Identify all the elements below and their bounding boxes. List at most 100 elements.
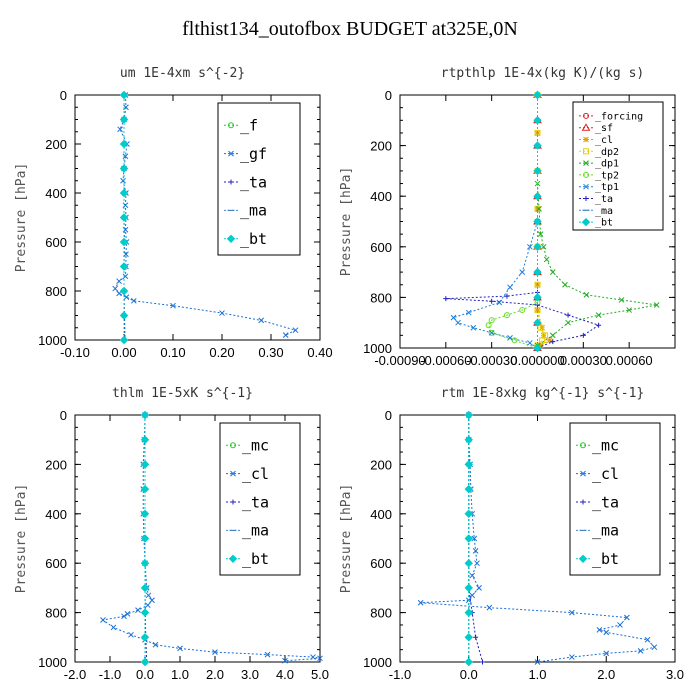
data-point bbox=[100, 617, 106, 623]
data-point bbox=[471, 535, 478, 542]
data-point bbox=[583, 183, 589, 190]
data-point bbox=[580, 442, 586, 449]
series-group bbox=[112, 90, 299, 345]
data-point bbox=[130, 297, 137, 304]
data-point bbox=[119, 115, 129, 124]
data-point bbox=[464, 509, 473, 519]
y-tick-label: 200 bbox=[370, 457, 392, 472]
x-tick-label: -2.0 bbox=[64, 667, 86, 682]
data-point bbox=[212, 649, 218, 655]
legend-label: _ta bbox=[595, 194, 613, 205]
data-point bbox=[123, 294, 130, 300]
data-point bbox=[549, 332, 556, 339]
data-point bbox=[455, 319, 461, 326]
data-point bbox=[465, 309, 472, 316]
y-axis-label: Pressure [hPa] bbox=[339, 484, 354, 594]
data-point bbox=[464, 583, 473, 593]
legend-box bbox=[572, 101, 664, 231]
data-point bbox=[537, 324, 544, 331]
data-point bbox=[578, 554, 588, 564]
legend-label: _cl bbox=[595, 135, 613, 146]
data-point bbox=[540, 243, 547, 250]
data-point bbox=[486, 604, 493, 611]
data-point bbox=[580, 470, 586, 477]
data-point bbox=[464, 558, 473, 568]
data-point bbox=[534, 307, 541, 313]
legend-label: _bt bbox=[242, 550, 269, 568]
data-point bbox=[170, 302, 176, 309]
data-point bbox=[116, 278, 122, 285]
y-axis-label: Pressure [hPa] bbox=[14, 163, 29, 273]
legend-box bbox=[219, 422, 301, 576]
data-point bbox=[230, 499, 236, 505]
data-point bbox=[596, 627, 603, 633]
data-point bbox=[480, 659, 485, 665]
data-point bbox=[228, 150, 234, 157]
panel-title: um 1E-4xm s^{-2} bbox=[120, 66, 245, 81]
data-point bbox=[443, 296, 449, 302]
data-point bbox=[473, 634, 479, 640]
figure-title: flthist134_outofbox BUDGET at325E,0N bbox=[182, 18, 518, 40]
legend-label: _gf bbox=[240, 145, 267, 163]
data-point bbox=[121, 613, 127, 620]
x-tick-label: 0.0 bbox=[136, 667, 154, 682]
y-tick-label: 800 bbox=[370, 290, 392, 305]
data-point bbox=[596, 322, 602, 328]
data-point bbox=[149, 597, 155, 604]
data-point bbox=[119, 311, 129, 320]
legend-label: _mc bbox=[242, 436, 269, 454]
panel-1: um 1E-4xm s^{-2} Pressure [hPa] 0 200 400 600… bbox=[14, 66, 333, 360]
data-point bbox=[519, 307, 526, 314]
data-point bbox=[537, 231, 544, 238]
data-point bbox=[626, 307, 633, 313]
data-point bbox=[504, 293, 510, 299]
x-tick-label: 2.0 bbox=[206, 667, 224, 682]
data-point bbox=[317, 655, 323, 662]
data-point bbox=[533, 267, 542, 277]
data-point bbox=[464, 534, 473, 543]
data-point bbox=[618, 297, 625, 303]
data-point bbox=[230, 442, 236, 449]
data-point bbox=[540, 332, 547, 339]
data-point bbox=[581, 217, 591, 227]
data-point bbox=[258, 317, 265, 324]
y-tick-label: 200 bbox=[370, 139, 392, 154]
data-point bbox=[537, 342, 544, 349]
y-tick-label: 400 bbox=[45, 507, 67, 522]
y-tick-label: 1000 bbox=[38, 655, 67, 670]
data-point bbox=[533, 242, 542, 252]
x-tick-label: -0.00030 bbox=[466, 353, 517, 368]
data-point bbox=[546, 337, 553, 344]
legend-label: _forcing bbox=[595, 111, 643, 122]
y-tick-label: 400 bbox=[45, 186, 67, 201]
legend-label: _cl bbox=[242, 465, 269, 483]
data-point bbox=[539, 324, 545, 331]
panel-3: thlm 1E-5xK s^{-1} Pressure [hPa] 0 200 400 6… bbox=[14, 386, 329, 682]
data-point bbox=[527, 340, 533, 346]
x-tick-label: 1.0 bbox=[528, 667, 546, 682]
data-point bbox=[152, 641, 159, 648]
legend-label: _cl bbox=[592, 465, 619, 483]
panel-title: rtpthlp 1E-4x(kg K)/(kg s) bbox=[441, 66, 645, 81]
data-point bbox=[542, 332, 549, 339]
data-point bbox=[469, 572, 476, 579]
y-tick-label: 600 bbox=[370, 240, 392, 255]
data-point bbox=[464, 657, 473, 667]
legend-label: _bt bbox=[592, 550, 619, 568]
data-point bbox=[119, 237, 129, 247]
legend-label: _bt bbox=[595, 218, 613, 229]
data-point bbox=[651, 644, 658, 651]
data-point bbox=[476, 585, 482, 591]
data-point bbox=[653, 302, 660, 308]
data-point bbox=[135, 607, 141, 613]
data-point bbox=[464, 633, 473, 642]
legend: _mc _cl _ta _ma _bt bbox=[569, 422, 661, 576]
data-point bbox=[119, 139, 129, 149]
data-point bbox=[128, 631, 134, 638]
data-point bbox=[583, 171, 589, 178]
legend-label: _ma bbox=[242, 522, 269, 540]
panel-title: thlm 1E-5xK s^{-1} bbox=[112, 386, 253, 401]
data-point bbox=[228, 179, 234, 185]
data-point bbox=[533, 141, 542, 150]
